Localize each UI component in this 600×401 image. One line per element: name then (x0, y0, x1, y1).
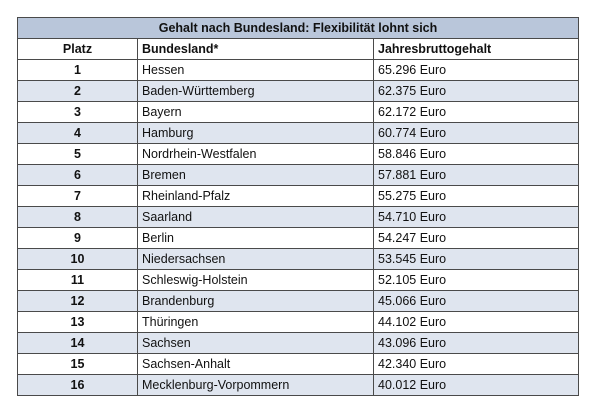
table-row: 7 Rheinland-Pfalz 55.275 Euro (17, 185, 580, 207)
salary-cell: 40.012 Euro (372, 374, 580, 396)
rank-cell: 2 (17, 80, 138, 102)
state-cell: Sachsen-Anhalt (137, 353, 374, 375)
state-cell: Berlin (137, 227, 374, 249)
state-cell: Mecklenburg-Vorpommern (137, 374, 374, 396)
salary-cell: 65.296 Euro (372, 59, 580, 81)
state-cell: Baden-Württemberg (137, 80, 374, 102)
rank-cell: 14 (17, 332, 138, 354)
salary-cell: 54.247 Euro (372, 227, 580, 249)
header-salary: Jahresbruttogehalt (372, 38, 580, 60)
state-cell: Saarland (137, 206, 374, 228)
state-cell: Hamburg (137, 122, 374, 144)
salary-cell: 43.096 Euro (372, 332, 580, 354)
table-header-row: Platz Bundesland* Jahresbruttogehalt (17, 38, 580, 60)
salary-cell: 45.066 Euro (372, 290, 580, 312)
table-row: 16 Mecklenburg-Vorpommern 40.012 Euro (17, 374, 580, 396)
table-row: 12 Brandenburg 45.066 Euro (17, 290, 580, 312)
salary-cell: 62.172 Euro (372, 101, 580, 123)
table-row: 1 Hessen 65.296 Euro (17, 59, 580, 81)
table-row: 13 Thüringen 44.102 Euro (17, 311, 580, 333)
table-row: 3 Bayern 62.172 Euro (17, 101, 580, 123)
salary-cell: 53.545 Euro (372, 248, 580, 270)
salary-cell: 52.105 Euro (372, 269, 580, 291)
rank-cell: 10 (17, 248, 138, 270)
rank-cell: 13 (17, 311, 138, 333)
rank-cell: 1 (17, 59, 138, 81)
table-row: 14 Sachsen 43.096 Euro (17, 332, 580, 354)
rank-cell: 8 (17, 206, 138, 228)
state-cell: Schleswig-Holstein (137, 269, 374, 291)
salary-cell: 58.846 Euro (372, 143, 580, 165)
table-row: 8 Saarland 54.710 Euro (17, 206, 580, 228)
table-row: 2 Baden-Württemberg 62.375 Euro (17, 80, 580, 102)
table-row: 15 Sachsen-Anhalt 42.340 Euro (17, 353, 580, 375)
rank-cell: 15 (17, 353, 138, 375)
salary-cell: 60.774 Euro (372, 122, 580, 144)
table-row: 6 Bremen 57.881 Euro (17, 164, 580, 186)
table-row: 5 Nordrhein-Westfalen 58.846 Euro (17, 143, 580, 165)
rank-cell: 9 (17, 227, 138, 249)
header-rank: Platz (17, 38, 138, 60)
salary-cell: 44.102 Euro (372, 311, 580, 333)
rank-cell: 12 (17, 290, 138, 312)
state-cell: Thüringen (137, 311, 374, 333)
table-title: Gehalt nach Bundesland: Flexibilität loh… (16, 17, 580, 39)
header-state: Bundesland* (137, 38, 374, 60)
state-cell: Brandenburg (137, 290, 374, 312)
state-cell: Sachsen (137, 332, 374, 354)
rank-cell: 11 (17, 269, 138, 291)
salary-cell: 57.881 Euro (372, 164, 580, 186)
state-cell: Nordrhein-Westfalen (137, 143, 374, 165)
rank-cell: 3 (17, 101, 138, 123)
state-cell: Rheinland-Pfalz (137, 185, 374, 207)
rank-cell: 6 (17, 164, 138, 186)
rank-cell: 7 (17, 185, 138, 207)
table-row: 4 Hamburg 60.774 Euro (17, 122, 580, 144)
salary-cell: 54.710 Euro (372, 206, 580, 228)
table-row: 10 Niedersachsen 53.545 Euro (17, 248, 580, 270)
state-cell: Bremen (137, 164, 374, 186)
rank-cell: 16 (17, 374, 138, 396)
state-cell: Niedersachsen (137, 248, 374, 270)
salary-cell: 55.275 Euro (372, 185, 580, 207)
table-row: 11 Schleswig-Holstein 52.105 Euro (17, 269, 580, 291)
rank-cell: 5 (17, 143, 138, 165)
salary-cell: 42.340 Euro (372, 353, 580, 375)
rank-cell: 4 (17, 122, 138, 144)
state-cell: Bayern (137, 101, 374, 123)
table-title-row: Gehalt nach Bundesland: Flexibilität loh… (16, 17, 580, 39)
salary-cell: 62.375 Euro (372, 80, 580, 102)
state-cell: Hessen (137, 59, 374, 81)
salary-ranking-table: Gehalt nach Bundesland: Flexibilität loh… (16, 17, 580, 396)
table-row: 9 Berlin 54.247 Euro (17, 227, 580, 249)
